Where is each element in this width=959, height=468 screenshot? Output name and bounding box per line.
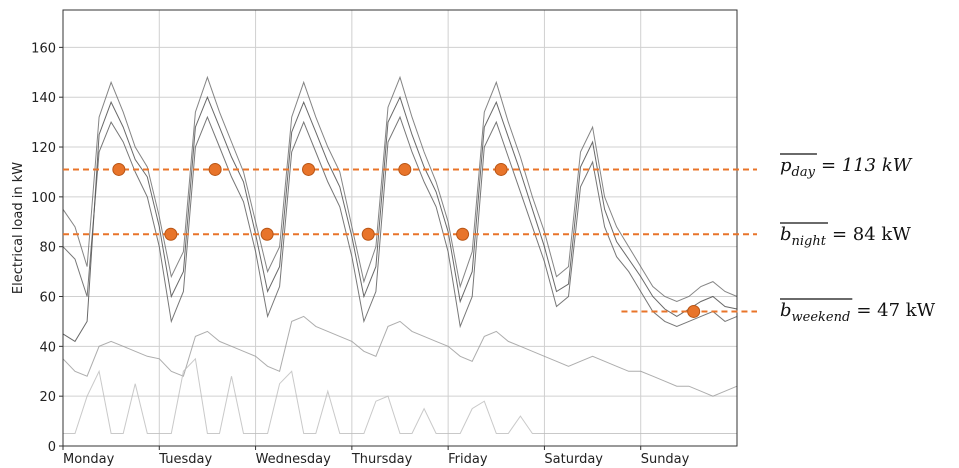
y-tick-label: 160 bbox=[31, 41, 56, 56]
load-line bbox=[62, 75, 738, 303]
load-line bbox=[62, 315, 738, 397]
annotation-subscript: day bbox=[792, 165, 816, 180]
x-tick-label: Sunday bbox=[641, 452, 690, 467]
mean-point bbox=[208, 162, 222, 176]
load-line bbox=[62, 95, 738, 343]
mean-point bbox=[456, 227, 470, 241]
mean-point bbox=[112, 162, 126, 176]
annotation-text: = 113 kW bbox=[821, 155, 913, 176]
y-tick-label: 0 bbox=[48, 440, 56, 455]
annotation-symbol: b bbox=[780, 300, 792, 321]
mean-point bbox=[260, 227, 274, 241]
mean-point bbox=[302, 162, 316, 176]
y-tick-label: 40 bbox=[39, 340, 56, 355]
y-tick-label: 20 bbox=[39, 390, 56, 405]
annotation: pday = 113 kW bbox=[780, 155, 913, 180]
load-line bbox=[63, 357, 737, 434]
x-tick-label: Wednesday bbox=[256, 452, 332, 467]
annotation: bnight = 84 kW bbox=[780, 224, 911, 249]
y-axis-label: Electrical load in kW bbox=[11, 162, 26, 294]
mean-point bbox=[164, 227, 178, 241]
mean-point bbox=[494, 162, 508, 176]
annotation-symbol: b bbox=[780, 224, 792, 245]
plot-area bbox=[63, 10, 737, 446]
mean-point bbox=[687, 304, 701, 318]
y-tick-label: 60 bbox=[39, 291, 56, 306]
annotation-subscript: weekend bbox=[792, 310, 851, 325]
x-tick-label: Tuesday bbox=[158, 452, 212, 467]
annotation-text: = 47 kW bbox=[856, 300, 935, 321]
annotation-subscript: night bbox=[792, 234, 827, 249]
annotation-text: = 84 kW bbox=[832, 224, 911, 245]
y-tick-label: 80 bbox=[39, 241, 56, 256]
y-tick-label: 100 bbox=[31, 191, 56, 206]
annotation-symbol: p bbox=[780, 155, 792, 176]
y-tick-label: 140 bbox=[31, 91, 56, 106]
y-tick-label: 120 bbox=[31, 141, 56, 156]
x-tick-label: Saturday bbox=[544, 452, 603, 467]
annotation: bweekend = 47 kW bbox=[780, 300, 936, 325]
mean-point bbox=[361, 227, 375, 241]
x-tick-label: Friday bbox=[448, 452, 488, 467]
x-tick-label: Monday bbox=[63, 452, 115, 467]
mean-point bbox=[398, 162, 412, 176]
load-line bbox=[62, 115, 738, 329]
x-tick-label: Thursday bbox=[351, 452, 413, 467]
plot-frame bbox=[62, 9, 738, 447]
